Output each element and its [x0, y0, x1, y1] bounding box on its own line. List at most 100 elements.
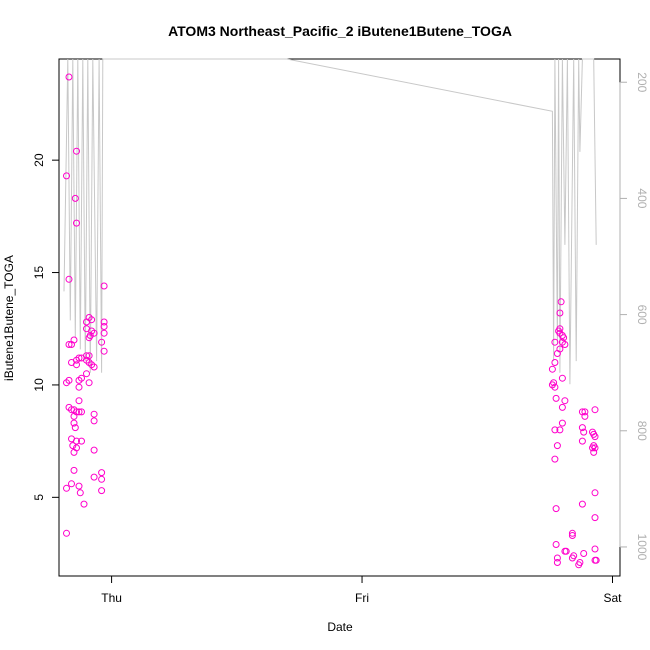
data-point — [68, 435, 75, 443]
data-point — [553, 559, 561, 566]
data-point — [83, 370, 90, 378]
data-point — [63, 529, 70, 537]
data-point — [98, 475, 106, 483]
data-point — [73, 444, 80, 452]
data-point — [556, 325, 564, 333]
data-point — [65, 376, 73, 384]
data-point — [70, 419, 78, 427]
data-point — [578, 424, 586, 432]
data-point — [568, 532, 576, 539]
data-point — [73, 219, 80, 227]
data-point — [80, 500, 88, 508]
x-axis-label: Date — [327, 620, 353, 634]
pressure-line-layer — [63, 58, 597, 385]
data-point — [551, 383, 559, 391]
right-tick-label: 600 — [635, 305, 649, 325]
scatter-points — [63, 73, 600, 569]
data-point — [591, 406, 599, 414]
data-point — [552, 505, 560, 513]
data-point — [63, 484, 70, 492]
y-axis-label: iButene1Butene_TOGA — [2, 255, 16, 381]
data-point — [100, 282, 108, 290]
data-point — [558, 403, 566, 411]
data-point — [558, 338, 566, 346]
plot-frame — [58, 58, 621, 577]
data-point — [558, 374, 566, 382]
pressure-line — [63, 58, 597, 385]
data-point — [551, 426, 559, 434]
data-point — [591, 545, 599, 553]
data-point — [73, 361, 80, 369]
y-tick-label: 15 — [32, 266, 46, 280]
data-point — [580, 550, 588, 557]
data-point — [68, 480, 75, 488]
data-point — [86, 332, 94, 339]
data-point — [551, 338, 559, 346]
data-point — [71, 424, 79, 432]
data-point — [65, 73, 73, 81]
data-point — [71, 194, 79, 202]
data-point — [581, 408, 589, 416]
data-point — [578, 500, 586, 508]
data-point — [75, 397, 83, 405]
data-point — [591, 433, 599, 441]
data-point — [552, 541, 560, 548]
right-tick-label: 1000 — [635, 534, 649, 561]
data-point — [548, 365, 556, 373]
data-point — [591, 444, 599, 452]
data-point — [562, 547, 570, 555]
data-point — [83, 352, 90, 360]
data-point — [558, 419, 566, 427]
data-point — [75, 354, 83, 362]
data-point — [78, 374, 85, 382]
data-point — [561, 397, 569, 405]
data-point — [90, 446, 98, 454]
data-point — [65, 341, 73, 348]
data-point — [551, 359, 559, 366]
right-tick-label: 200 — [635, 72, 649, 92]
data-point — [581, 412, 589, 420]
right-tick-label: 800 — [635, 421, 649, 441]
data-point — [90, 329, 98, 337]
data-point — [553, 350, 561, 357]
data-point — [73, 147, 80, 155]
y-axis: 5 10 15 20 — [32, 153, 60, 501]
data-point — [556, 309, 564, 317]
data-point — [590, 448, 598, 456]
data-point — [90, 410, 98, 418]
right-axis: 200 400 600 800 1000 — [619, 72, 649, 561]
data-point — [591, 514, 599, 522]
data-point — [98, 469, 106, 477]
data-point — [90, 363, 98, 371]
data-point — [100, 329, 108, 337]
data-point — [70, 336, 78, 344]
data-point — [575, 561, 583, 569]
data-point — [70, 466, 78, 474]
data-point — [85, 379, 93, 387]
data-point — [90, 417, 98, 425]
data-point — [552, 394, 560, 402]
data-point — [591, 489, 599, 497]
x-tick-label: Sat — [603, 591, 622, 605]
data-point — [88, 316, 96, 324]
data-point — [76, 489, 84, 497]
data-point — [75, 408, 83, 416]
right-tick-label: 400 — [635, 188, 649, 208]
data-point — [557, 298, 565, 306]
data-point — [98, 338, 106, 346]
data-point — [75, 482, 83, 490]
y-tick-label: 20 — [32, 153, 46, 167]
data-point — [73, 408, 80, 416]
data-point — [592, 556, 600, 564]
data-point — [568, 529, 576, 537]
data-point — [78, 437, 85, 445]
data-point — [78, 408, 85, 416]
data-point — [65, 275, 73, 283]
y-tick-label: 5 — [32, 494, 46, 501]
data-point — [560, 334, 568, 342]
x-axis: Thu Fri Sat — [101, 575, 622, 605]
data-point — [90, 473, 98, 481]
data-point — [100, 323, 108, 330]
x-tick-label: Fri — [355, 591, 369, 605]
data-point — [553, 554, 561, 562]
